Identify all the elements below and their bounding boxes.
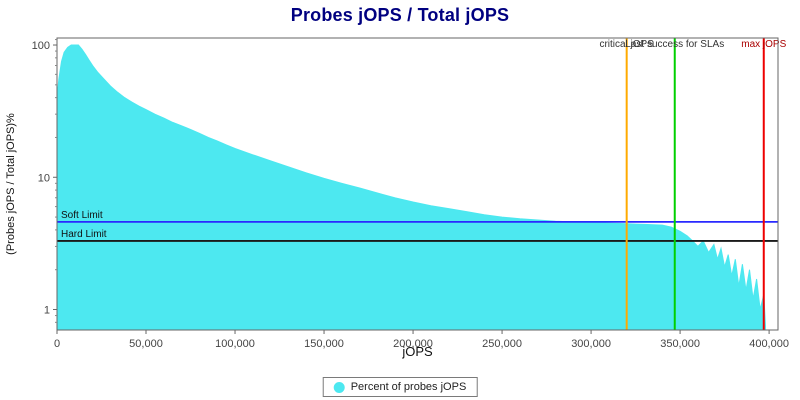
x-tick-label: 350,000 bbox=[660, 338, 700, 350]
x-tick-label: 200,000 bbox=[393, 338, 433, 350]
critical-jops-label: critical jOPS bbox=[599, 39, 654, 50]
y-tick-label: 100 bbox=[32, 40, 50, 52]
x-tick-label: 400,000 bbox=[749, 338, 789, 350]
x-tick-label: 300,000 bbox=[571, 338, 611, 350]
y-axis-title: (Probes jOPS / Total jOPS)% bbox=[5, 113, 17, 255]
legend-label: Percent of probes jOPS bbox=[350, 381, 467, 393]
x-tick-label: 150,000 bbox=[304, 338, 344, 350]
probes-area-series bbox=[56, 44, 766, 331]
x-tick-label: 250,000 bbox=[482, 338, 522, 350]
x-tick-label: 100,000 bbox=[215, 338, 255, 350]
x-tick-label: 50,000 bbox=[129, 338, 163, 350]
y-tick-label: 10 bbox=[38, 172, 50, 184]
x-tick-label: 0 bbox=[54, 338, 60, 350]
soft-limit-label: Soft Limit bbox=[61, 210, 103, 221]
plot-border bbox=[56, 37, 779, 331]
legend: Percent of probes jOPS bbox=[322, 377, 478, 397]
x-axis-title: jOPS bbox=[401, 344, 433, 359]
hard-limit-label: Hard Limit bbox=[61, 229, 107, 240]
chart-title: Probes jOPS / Total jOPS bbox=[290, 5, 510, 25]
y-tick-label: 1 bbox=[44, 305, 50, 317]
max-jops-label: max jOPS bbox=[741, 39, 786, 50]
legend-swatch-icon bbox=[333, 381, 345, 393]
last-success-slas-label: Last success for SLAs bbox=[625, 39, 724, 50]
